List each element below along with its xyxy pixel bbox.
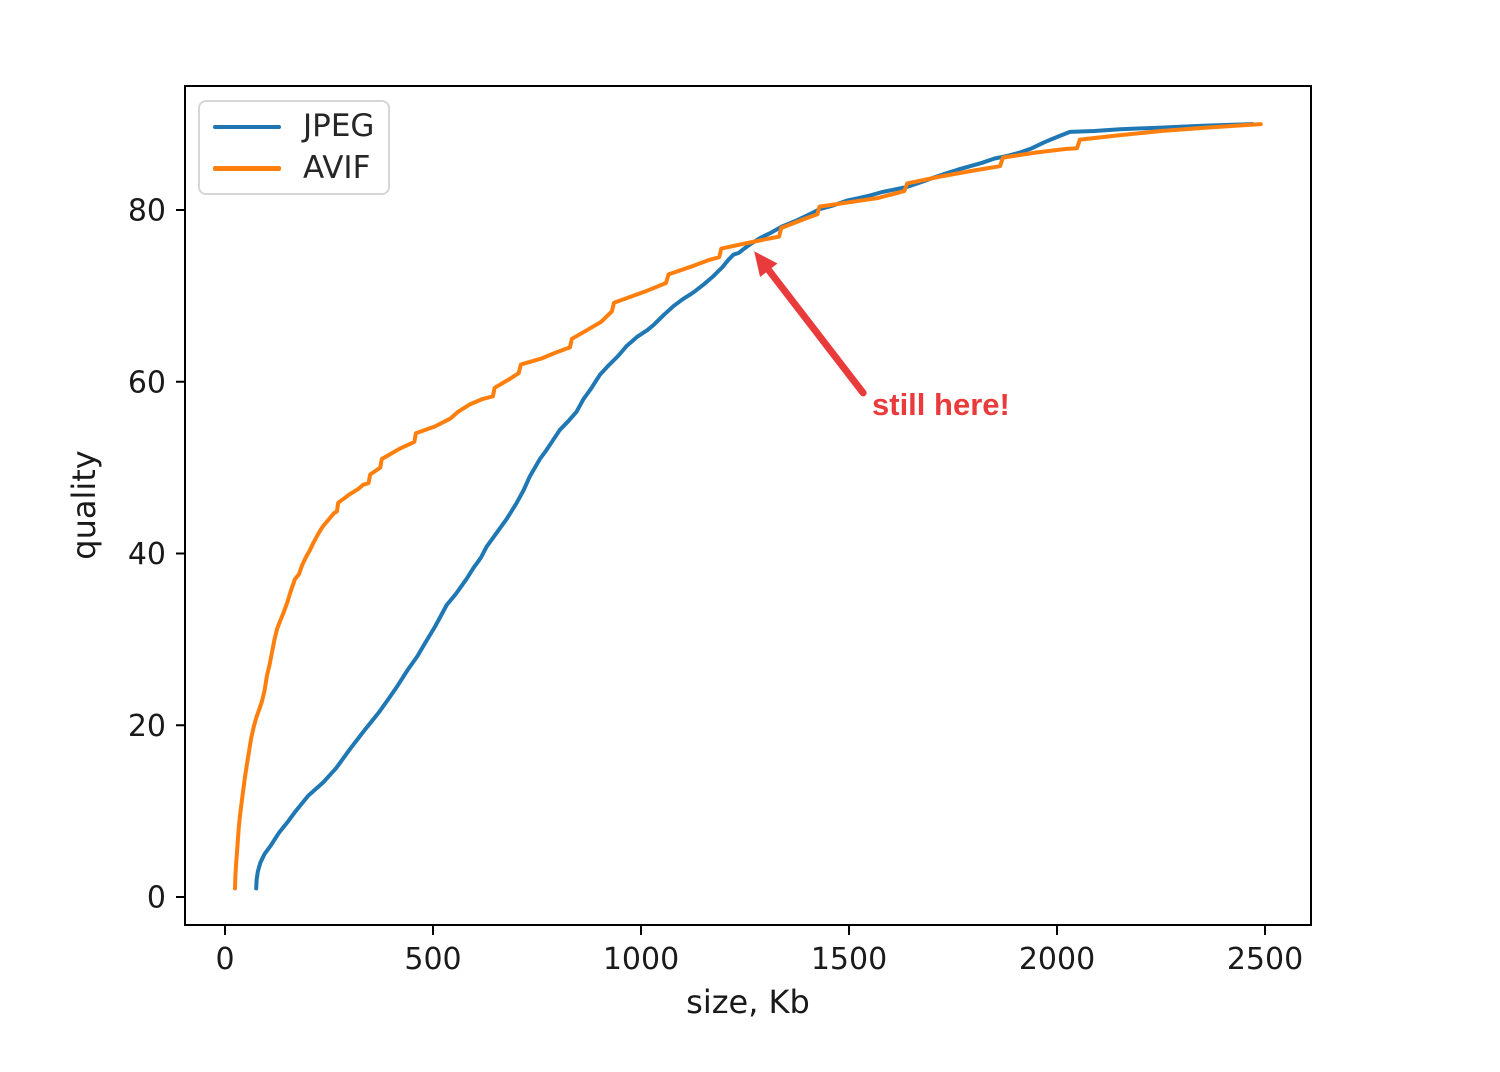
x-tick-label: 500 xyxy=(404,942,461,977)
annotation-text: still here! xyxy=(872,387,1010,422)
plot-frame xyxy=(184,85,1312,926)
avif-line-swatch xyxy=(213,166,281,171)
y-tick-label: 80 xyxy=(128,194,166,229)
jpeg-line-swatch xyxy=(213,124,281,129)
x-tick-label: 1000 xyxy=(603,942,679,977)
avif-curve xyxy=(233,122,1263,891)
legend-label-avif: AVIF xyxy=(303,149,371,186)
x-tick-label: 2500 xyxy=(1227,942,1303,977)
x-tick-label: 0 xyxy=(215,942,234,977)
y-tick-label: 20 xyxy=(128,709,166,744)
legend-item-jpeg: JPEG xyxy=(200,106,388,148)
y-tick-label: 60 xyxy=(128,365,166,400)
jpeg-curve xyxy=(254,122,1255,891)
annotation-arrow-head xyxy=(754,251,778,277)
x-tick-label: 1500 xyxy=(811,942,887,977)
x-tick-label: 2000 xyxy=(1019,942,1095,977)
y-tick-label: 40 xyxy=(128,537,166,572)
legend-item-avif: AVIF xyxy=(200,148,388,190)
y-tick-label: 0 xyxy=(147,881,166,916)
y-axis-label: quality xyxy=(65,450,103,559)
annotation-arrow-shaft xyxy=(762,262,867,397)
legend: JPEG AVIF xyxy=(198,100,390,195)
x-axis-label: size, Kb xyxy=(686,983,810,1021)
legend-label-jpeg: JPEG xyxy=(303,108,375,145)
